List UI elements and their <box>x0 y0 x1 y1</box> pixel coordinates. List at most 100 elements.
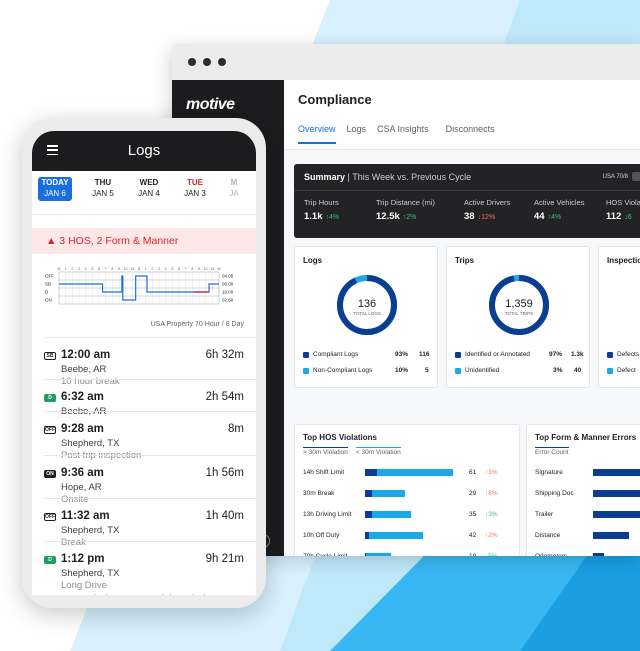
window-close-dot[interactable] <box>188 58 196 66</box>
error-name: Distance <box>535 531 561 539</box>
hos-violations-legend: > 30m Violation < 30m Violation <box>303 447 401 456</box>
form-error-row[interactable]: Signature <box>535 467 640 477</box>
duty-status-badge: OFF <box>44 426 56 434</box>
error-name: Signature <box>535 468 563 476</box>
ruleset-selector[interactable]: USA 70/8 <box>603 172 640 181</box>
duty-status-badge: D <box>44 394 56 402</box>
page-title: Compliance <box>298 92 372 107</box>
entry-note: Long Drive <box>61 580 107 591</box>
violation-change: ↑2% <box>485 531 498 539</box>
error-bar <box>593 511 640 518</box>
inspections-legend-defects: Defects <box>607 351 639 358</box>
graph-hour-label: 1 <box>145 267 147 271</box>
graph-row-total: 02.50 <box>222 298 234 303</box>
ruleset-label: USA 70/8 <box>602 173 628 180</box>
summary-title: Summary | This Week vs. Previous Cycle <box>304 172 472 182</box>
graph-hour-label: 5 <box>91 267 93 271</box>
graph-hour-label: 10 <box>124 267 128 271</box>
trips-card-title: Trips <box>455 256 475 265</box>
logs-card-title: Logs <box>303 256 323 265</box>
graph-hour-label: 6 <box>178 267 180 271</box>
tab-bar: Overview Logs CSA Insights Disconnects <box>298 124 495 144</box>
logs-card[interactable]: Logs 136 TOTAL LOGS Compliant Logs 93% 1… <box>294 246 438 388</box>
hos-violation-row[interactable]: 70h Cycle Limit 19 ↓5% <box>303 551 513 556</box>
ruleset-caption: USA Property 70 Hour / 8 Day <box>150 321 244 328</box>
form-error-row[interactable]: Odometers <box>535 551 605 556</box>
entry-separator <box>44 498 256 499</box>
ruleset-dropdown[interactable] <box>632 172 640 181</box>
graph-row-total: 04.05 <box>222 274 234 279</box>
hamburger-menu-icon[interactable] <box>47 145 58 155</box>
hos-violation-row[interactable]: 30m Break 29 ↑8% <box>303 488 513 498</box>
trips-legend-unidentified: Unidentified 3% 40 <box>455 367 583 374</box>
tab-csa-insights[interactable]: CSA Insights <box>377 124 429 134</box>
tab-overview[interactable]: Overview <box>298 124 336 144</box>
violation-bar-under <box>368 532 424 539</box>
trips-donut: 1,359 TOTAL TRIPS <box>489 275 549 335</box>
day-mon[interactable]: M JA <box>229 178 239 198</box>
logs-legend-noncompliant: Non-Compliant Logs 10% 5 <box>303 367 431 374</box>
violation-change: ↓3% <box>485 510 498 518</box>
form-error-row[interactable]: Shipping Doc <box>535 488 640 498</box>
graph-hour-label: N <box>138 267 141 271</box>
entry-time: 12:00 am <box>61 349 111 361</box>
day-today[interactable]: TODAY JAN 6 <box>38 177 72 201</box>
graph-row-label: ON <box>45 298 52 303</box>
summary-heading: Summary <box>304 172 346 182</box>
graph-hour-label: 7 <box>105 267 107 271</box>
logs-donut: 136 TOTAL LOGS <box>337 275 397 335</box>
window-maximize-dot[interactable] <box>218 58 226 66</box>
violation-bar-over <box>365 511 373 518</box>
summary-subtitle: This Week vs. Previous Cycle <box>352 172 472 182</box>
graph-hour-label: 3 <box>78 267 80 271</box>
hos-violations-card[interactable]: Top HOS Violations > 30m Violation < 30m… <box>294 424 520 556</box>
logs-total-label: TOTAL LOGS <box>353 311 381 316</box>
graph-hour-label: M <box>58 267 61 271</box>
trips-card[interactable]: Trips 1,359 TOTAL TRIPS Identified or An… <box>446 246 590 388</box>
tab-disconnects[interactable]: Disconnects <box>445 124 495 134</box>
window-minimize-dot[interactable] <box>203 58 211 66</box>
graph-hour-label: 11 <box>130 267 134 271</box>
violation-alert-banner[interactable]: ▲ 3 HOS, 2 Form & Manner <box>32 228 256 254</box>
violation-bar-under <box>377 469 453 476</box>
phone-title: Logs <box>127 142 161 159</box>
entry-time: 11:32 am <box>61 510 110 522</box>
phone-app-bar: Logs <box>32 131 256 171</box>
inspections-card[interactable]: Inspectio Defects Defect <box>598 246 640 388</box>
hos-violation-row[interactable]: 14h Shift Limit 61 ↑1% <box>303 467 513 477</box>
day-tue[interactable]: TUE JAN 3 <box>184 178 206 198</box>
metric-trip-distance: Trip Distance (mi) 12.5k ↑2% <box>376 198 435 222</box>
hos-violation-row[interactable]: 10h Off Duty 42 ↑2% <box>303 530 513 540</box>
day-thu[interactable]: THU JAN 5 <box>92 178 114 198</box>
violation-name: 13h Driving Limit <box>303 510 352 518</box>
entry-violation-alert[interactable]: Exceeded 11-Hour Driving Limit <box>61 593 208 595</box>
error-name: Shipping Doc <box>535 489 574 497</box>
form-error-row[interactable]: Distance <box>535 530 629 540</box>
hos-violation-row[interactable]: 13h Driving Limit 35 ↓3% <box>303 509 513 519</box>
violation-bar-under <box>365 553 392 556</box>
trips-total-label: TOTAL TRIPS <box>505 311 533 316</box>
day-wed[interactable]: WED JAN 4 <box>138 178 160 198</box>
form-errors-card[interactable]: Top Form & Manner Errors Error Count Sig… <box>526 424 640 556</box>
graph-row-label: SB <box>45 282 51 287</box>
metric-active-drivers: Active Drivers 38 ↓12% <box>464 198 511 222</box>
entry-note: 10 hour break <box>61 376 120 387</box>
graph-hour-label: 3 <box>158 267 160 271</box>
error-bar <box>593 469 640 476</box>
form-errors-legend: Error Count <box>535 447 569 456</box>
form-error-row[interactable]: Trailer <box>535 509 640 519</box>
legend-under-30m: < 30m Violation <box>355 447 401 456</box>
entry-time: 9:28 am <box>61 423 104 435</box>
entry-time: 1:12 pm <box>61 553 105 565</box>
graph-hour-label: 2 <box>151 267 153 271</box>
tab-logs[interactable]: Logs <box>346 124 367 134</box>
violation-name: 10h Off Duty <box>303 531 340 539</box>
graph-hour-label: 9 <box>118 267 120 271</box>
entry-duration: 9h 21m <box>205 553 244 565</box>
entry-separator <box>44 541 256 542</box>
logs-legend-compliant: Compliant Logs 93% 116 <box>303 351 431 358</box>
entry-location: Shepherd, TX <box>61 438 120 449</box>
violation-change: ↓5% <box>485 552 498 557</box>
inspections-legend-defect: Defect <box>607 367 636 374</box>
